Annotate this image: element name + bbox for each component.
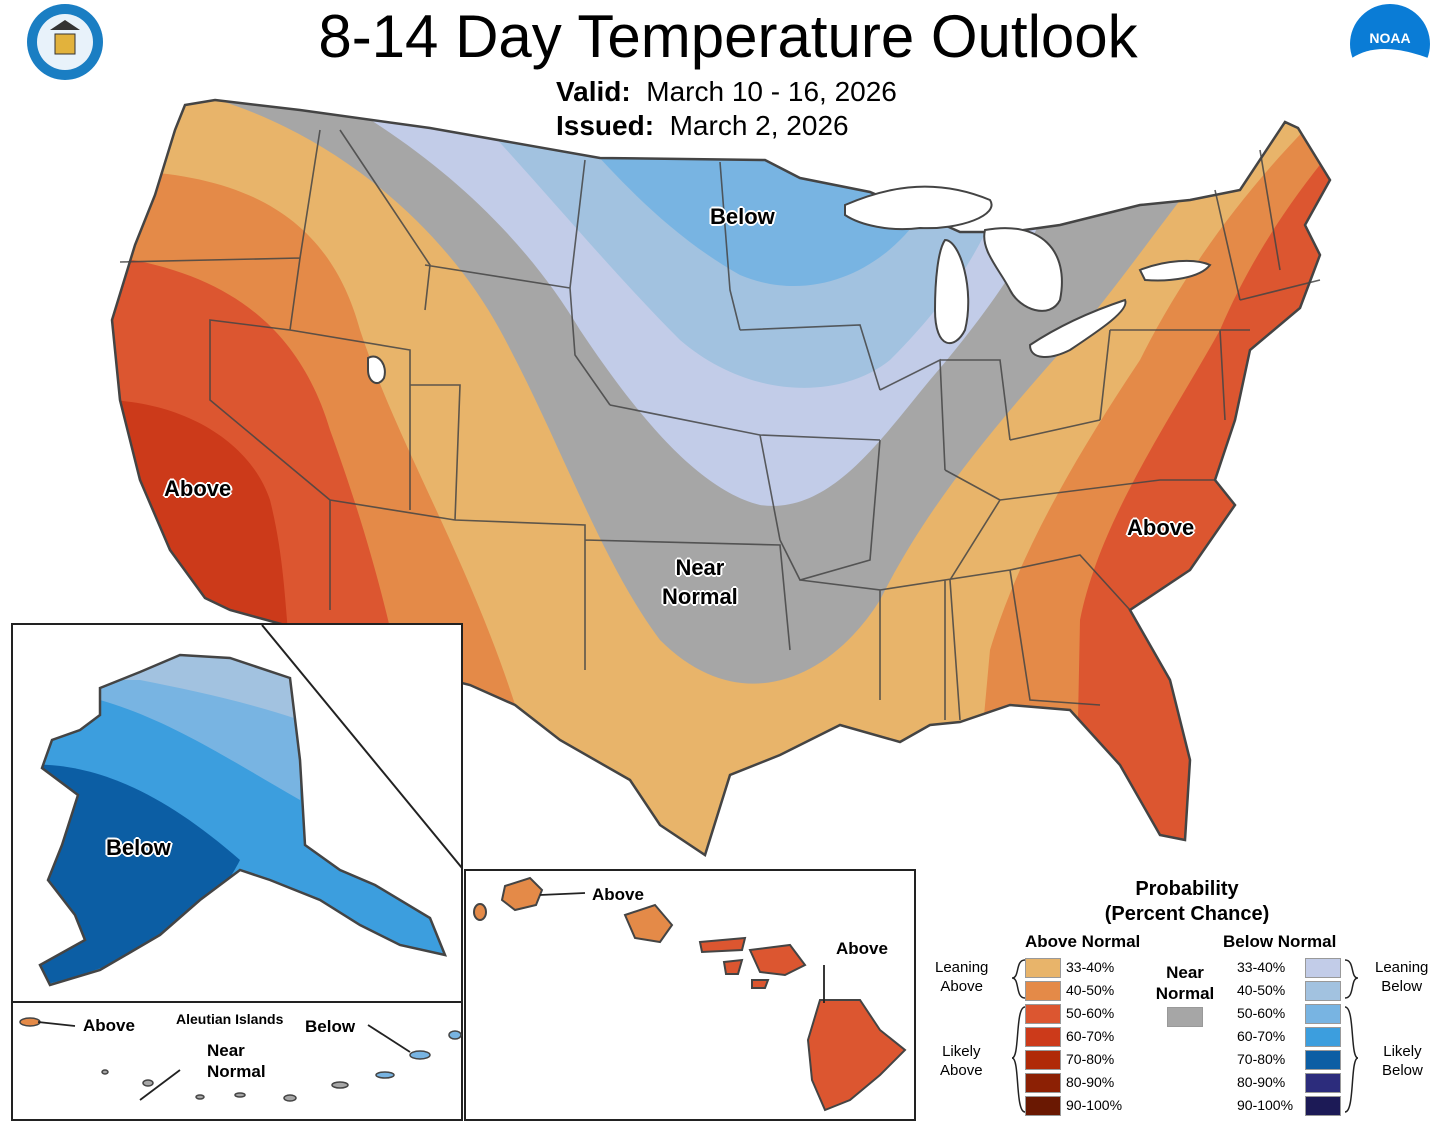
conus-outline [110, 98, 1332, 857]
issued-label: Issued: [556, 110, 655, 141]
legend-leaning-below: Leaning Below [1375, 959, 1429, 995]
dept-of-commerce-seal-icon [27, 4, 103, 80]
alaska-outline [38, 653, 448, 987]
issued-line: Issued: March 2, 2026 [556, 110, 849, 142]
legend-title: Probability (Percent Chance) [1104, 878, 1270, 925]
hawaii-above-label-2: Above [836, 939, 888, 958]
noaa-logo-icon: NOAA [1350, 4, 1430, 86]
legend-below-range: 33-40% [1237, 959, 1286, 975]
legend-above-range: 90-100% [1066, 1097, 1123, 1113]
aleutian-below-label: Below [305, 1017, 356, 1036]
legend-above-range: 40-50% [1066, 982, 1115, 998]
island-niihau [473, 903, 487, 921]
legend-above-range: 50-60% [1066, 1005, 1115, 1021]
page-title: 8-14 Day Temperature Outlook [318, 3, 1138, 70]
legend-above-header: Above Normal [1025, 932, 1141, 951]
legend-below-swatch [1305, 1027, 1341, 1047]
legend-above-swatch [1025, 958, 1061, 978]
hawaii-islands [473, 876, 907, 1112]
legend-below-swatch [1305, 981, 1341, 1001]
conus-above-east-label: Above [1127, 515, 1195, 540]
conus-below-label: Below [710, 204, 775, 229]
legend-below-range: 80-90% [1237, 1074, 1286, 1090]
lake-superior [844, 185, 993, 231]
valid-label: Valid: [556, 76, 631, 107]
island-lanai [722, 958, 744, 975]
aleutian-inset-frame [11, 1001, 463, 1121]
legend-above-swatch [1025, 1050, 1061, 1070]
island-hawaii [806, 999, 907, 1112]
legend-below-range: 60-70% [1237, 1028, 1286, 1044]
legend-below-swatch [1305, 1004, 1341, 1024]
legend-above-swatch [1025, 981, 1061, 1001]
legend-below-header: Below Normal [1223, 932, 1337, 951]
hawaii-above-label-1: Above [592, 885, 644, 904]
legend-above-swatch [1025, 1004, 1061, 1024]
noaa-logo-text: NOAA [1369, 30, 1410, 46]
legend-below-swatch [1305, 1073, 1341, 1093]
lake-huron [983, 227, 1063, 312]
legend-brackets [1011, 959, 1359, 1113]
aleutian-title: Aleutian Islands [176, 1011, 284, 1027]
aleutian-above-label: Above [83, 1016, 135, 1035]
aleutian-pointer-lines [37, 1021, 411, 1101]
legend-below-range: 90-100% [1237, 1097, 1294, 1113]
lake-erie [1028, 298, 1127, 358]
legend-above-swatch [1025, 1073, 1061, 1093]
legend-below-swatch [1305, 958, 1341, 978]
legend-near-swatch [1167, 1007, 1203, 1027]
legend-near-header: Near Normal [1155, 963, 1215, 1003]
legend-below-range: 50-60% [1237, 1005, 1286, 1021]
aleutian-near-normal-label: Near Normal [207, 1041, 266, 1081]
legend-above-swatch [1025, 1027, 1061, 1047]
legend-above-range: 60-70% [1066, 1028, 1115, 1044]
great-lakes [367, 185, 1212, 385]
hawaii-pointer-lines [539, 892, 825, 1003]
conus-above-west-label: Above [164, 476, 232, 501]
legend-below-swatch [1305, 1096, 1341, 1116]
legend-likely-below: Likely Below [1382, 1043, 1423, 1079]
legend-leaning-above: Leaning Above [935, 959, 989, 995]
island-kahoolawe [751, 979, 770, 989]
conus-near-normal-label: Near Normal [662, 555, 738, 609]
legend-below-range: 40-50% [1237, 982, 1286, 998]
island-kauai [500, 876, 544, 912]
alaska-connector-line [261, 624, 463, 869]
aleutian-islands [19, 1017, 462, 1102]
issued-value: March 2, 2026 [669, 110, 849, 141]
lake-michigan [933, 238, 970, 345]
legend-above-range: 33-40% [1066, 959, 1115, 975]
lake-ontario [1138, 259, 1212, 282]
island-maui [748, 943, 807, 977]
legend-likely-above: Likely Above [940, 1043, 983, 1079]
valid-line: Valid: March 10 - 16, 2026 [556, 76, 897, 108]
island-molokai [698, 936, 747, 954]
island-oahu [623, 903, 674, 944]
valid-value: March 10 - 16, 2026 [646, 76, 897, 107]
legend-above-range: 70-80% [1066, 1051, 1115, 1067]
legend-below-range: 70-80% [1237, 1051, 1286, 1067]
conus-map [112, 100, 1330, 855]
legend-below-swatch [1305, 1050, 1341, 1070]
legend-above-swatch [1025, 1096, 1061, 1116]
state-boundaries [119, 129, 1321, 721]
great-salt-lake [367, 355, 386, 385]
legend-above-range: 80-90% [1066, 1074, 1115, 1090]
alaska-below-label: Below [106, 835, 171, 860]
